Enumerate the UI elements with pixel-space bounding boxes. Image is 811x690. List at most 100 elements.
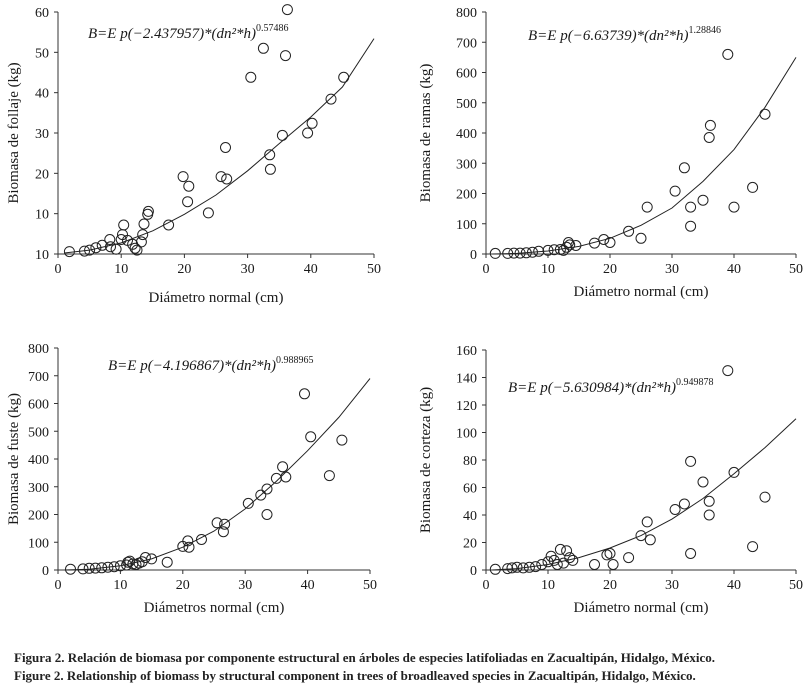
data-point bbox=[641, 201, 653, 213]
data-point bbox=[280, 471, 292, 483]
data-point bbox=[685, 201, 697, 213]
data-point bbox=[511, 561, 523, 573]
y-tick-label: 80 bbox=[463, 454, 477, 469]
data-point bbox=[669, 185, 681, 197]
data-point bbox=[728, 201, 740, 213]
y-tick-label: 400 bbox=[456, 127, 477, 142]
data-point bbox=[129, 242, 141, 254]
data-point bbox=[261, 509, 273, 520]
data-point bbox=[502, 563, 514, 575]
figure-panels: 0 10 20 30 40 50 10 10 20 30 40 50 60 Diámetro normal… bbox=[6, 4, 803, 616]
data-point bbox=[530, 561, 542, 573]
data-point bbox=[635, 232, 647, 244]
x-tick-label: 50 bbox=[363, 578, 377, 593]
x-tick-label: 10 bbox=[113, 578, 127, 593]
data-point bbox=[604, 237, 616, 248]
data-point bbox=[623, 552, 635, 564]
data-point bbox=[323, 470, 335, 482]
x-tick-label: 50 bbox=[789, 262, 803, 277]
x-tick-label: 10 bbox=[114, 262, 128, 277]
data-point bbox=[261, 483, 273, 495]
data-point bbox=[520, 247, 532, 259]
data-point bbox=[299, 388, 310, 400]
y-axis-title: Biomasa de fuste (kg) bbox=[6, 393, 22, 525]
data-point bbox=[489, 563, 501, 575]
data-point bbox=[728, 466, 740, 478]
y-tick-label: 10 bbox=[35, 248, 49, 263]
x-tick-label: 50 bbox=[789, 578, 803, 593]
y-tick-label: 60 bbox=[35, 6, 49, 21]
regression-equation: B=E p(−2.437957)*(dn²*h)0.57486 bbox=[88, 23, 289, 42]
data-point bbox=[305, 431, 317, 443]
data-point bbox=[220, 142, 231, 153]
x-tick-label: 0 bbox=[483, 578, 490, 593]
y-tick-label: 40 bbox=[463, 509, 477, 524]
y-tick-label: 20 bbox=[463, 537, 477, 552]
chart-top-left: 0 10 20 30 40 50 10 10 20 30 40 50 60 Diámetro normal… bbox=[6, 4, 381, 306]
data-point bbox=[678, 162, 690, 174]
x-axis-title: Diámetro normal (cm) bbox=[149, 290, 284, 306]
x-tick-label: 0 bbox=[483, 262, 490, 277]
data-point bbox=[108, 561, 120, 573]
x-tick-label: 10 bbox=[541, 578, 555, 593]
data-point bbox=[623, 225, 635, 237]
data-point bbox=[747, 181, 759, 193]
data-point bbox=[570, 240, 582, 251]
data-point bbox=[139, 552, 151, 563]
data-point bbox=[217, 526, 229, 538]
data-point bbox=[277, 461, 289, 473]
regression-exponent: 0.949878 bbox=[676, 377, 714, 388]
x-tick-label: 20 bbox=[603, 578, 617, 593]
data-point bbox=[183, 180, 195, 192]
y-tick-label: 100 bbox=[28, 536, 49, 551]
data-point bbox=[722, 365, 734, 377]
fitted-curve bbox=[492, 57, 797, 255]
data-point bbox=[489, 247, 501, 259]
data-point bbox=[306, 117, 318, 129]
data-point bbox=[163, 219, 175, 231]
data-point bbox=[517, 562, 529, 574]
y-tick-label: 100 bbox=[456, 218, 477, 233]
regression-equation: B=E p(−4.196867)*(dn²*h)0.988965 bbox=[108, 355, 314, 374]
data-point bbox=[697, 194, 709, 206]
chart-top-right: 0 10 20 30 40 500100200300400500600700800Diám… bbox=[418, 6, 803, 300]
data-point bbox=[635, 530, 647, 542]
y-tick-label: 500 bbox=[456, 97, 477, 112]
data-point bbox=[589, 559, 600, 570]
y-tick-label: 50 bbox=[35, 46, 49, 61]
data-point bbox=[678, 498, 690, 510]
y-tick-label: 20 bbox=[35, 167, 49, 182]
data-point bbox=[564, 552, 576, 564]
data-point bbox=[508, 247, 520, 259]
x-tick-label: 30 bbox=[665, 578, 679, 593]
regression-equation: B=E p(−5.630984)*(dn²*h)0.949878 bbox=[508, 377, 714, 396]
x-tick-label: 30 bbox=[238, 578, 252, 593]
data-point bbox=[245, 71, 257, 83]
data-point bbox=[110, 243, 122, 255]
y-tick-label: 10 bbox=[35, 208, 49, 223]
x-tick-label: 50 bbox=[367, 262, 381, 277]
data-point bbox=[142, 205, 154, 217]
data-point bbox=[182, 535, 194, 547]
y-tick-label: 700 bbox=[28, 370, 49, 385]
data-point bbox=[747, 541, 759, 553]
data-point bbox=[276, 129, 288, 141]
y-tick-label: 140 bbox=[456, 372, 477, 387]
regression-equation: B=E p(−6.63739)*(dn²*h)1.28846 bbox=[528, 25, 721, 44]
data-point bbox=[641, 516, 653, 528]
data-point bbox=[182, 196, 194, 208]
x-tick-label: 20 bbox=[603, 262, 617, 277]
data-point bbox=[554, 543, 566, 555]
data-point bbox=[759, 491, 771, 503]
x-tick-label: 10 bbox=[541, 262, 555, 277]
data-point bbox=[65, 563, 76, 575]
x-axis-title: Diámetro normal (cm) bbox=[574, 284, 709, 300]
data-point bbox=[336, 434, 348, 446]
data-point bbox=[567, 554, 579, 566]
data-point bbox=[77, 563, 89, 575]
figure-caption-english: Figure 2. Relationship of biomass by str… bbox=[14, 668, 696, 683]
data-point bbox=[325, 93, 337, 105]
data-point bbox=[89, 562, 101, 574]
y-tick-label: 800 bbox=[456, 6, 477, 21]
data-point bbox=[83, 562, 95, 574]
